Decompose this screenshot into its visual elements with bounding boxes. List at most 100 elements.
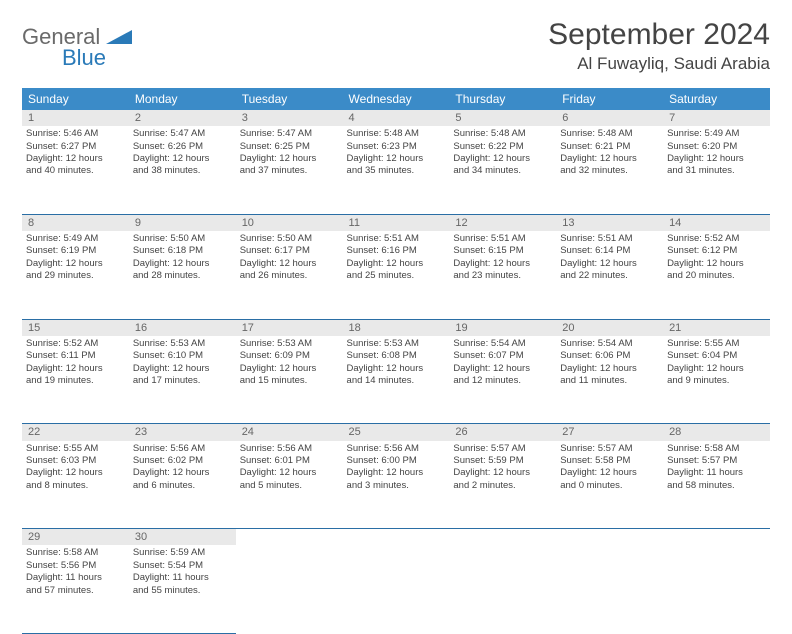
sunset-text: Sunset: 6:09 PM	[240, 350, 339, 362]
daylight-text: and 55 minutes.	[133, 585, 232, 597]
weekday-header: Monday	[129, 88, 236, 110]
sunset-text: Sunset: 6:23 PM	[347, 141, 446, 153]
daylight-text: Daylight: 12 hours	[347, 153, 446, 165]
sunrise-text: Sunrise: 5:48 AM	[560, 128, 659, 140]
day-number: 28	[663, 424, 770, 441]
day-cell	[343, 545, 450, 633]
daylight-text: Daylight: 11 hours	[26, 572, 125, 584]
daylight-text: and 15 minutes.	[240, 375, 339, 387]
day-number: 13	[556, 214, 663, 231]
weekday-header-row: SundayMondayTuesdayWednesdayThursdayFrid…	[22, 88, 770, 110]
day-cell: Sunrise: 5:51 AMSunset: 6:16 PMDaylight:…	[343, 231, 450, 319]
week-row: Sunrise: 5:49 AMSunset: 6:19 PMDaylight:…	[22, 231, 770, 319]
day-number	[556, 529, 663, 546]
daylight-text: and 35 minutes.	[347, 165, 446, 177]
day-cell: Sunrise: 5:46 AMSunset: 6:27 PMDaylight:…	[22, 126, 129, 214]
day-cell: Sunrise: 5:57 AMSunset: 5:59 PMDaylight:…	[449, 441, 556, 529]
day-number: 21	[663, 319, 770, 336]
sunrise-text: Sunrise: 5:48 AM	[347, 128, 446, 140]
day-number: 12	[449, 214, 556, 231]
daylight-text: and 0 minutes.	[560, 480, 659, 492]
day-number: 8	[22, 214, 129, 231]
sunset-text: Sunset: 5:54 PM	[133, 560, 232, 572]
daylight-text: Daylight: 12 hours	[560, 258, 659, 270]
daylight-text: Daylight: 12 hours	[347, 258, 446, 270]
sunset-text: Sunset: 5:57 PM	[667, 455, 766, 467]
sunrise-text: Sunrise: 5:53 AM	[240, 338, 339, 350]
day-number: 6	[556, 110, 663, 126]
sunset-text: Sunset: 6:21 PM	[560, 141, 659, 153]
sunset-text: Sunset: 6:10 PM	[133, 350, 232, 362]
daylight-text: Daylight: 12 hours	[26, 363, 125, 375]
day-number: 20	[556, 319, 663, 336]
day-cell: Sunrise: 5:48 AMSunset: 6:22 PMDaylight:…	[449, 126, 556, 214]
daylight-text: Daylight: 12 hours	[560, 153, 659, 165]
day-cell: Sunrise: 5:47 AMSunset: 6:25 PMDaylight:…	[236, 126, 343, 214]
sunrise-text: Sunrise: 5:53 AM	[347, 338, 446, 350]
day-number: 5	[449, 110, 556, 126]
month-title: September 2024	[548, 18, 770, 52]
week-row: Sunrise: 5:52 AMSunset: 6:11 PMDaylight:…	[22, 336, 770, 424]
sunrise-text: Sunrise: 5:55 AM	[667, 338, 766, 350]
day-number: 4	[343, 110, 450, 126]
day-number	[343, 529, 450, 546]
daylight-text: and 57 minutes.	[26, 585, 125, 597]
sunrise-text: Sunrise: 5:56 AM	[347, 443, 446, 455]
header: General Blue September 2024 Al Fuwayliq,…	[22, 18, 770, 74]
weekday-header: Sunday	[22, 88, 129, 110]
sunrise-text: Sunrise: 5:50 AM	[240, 233, 339, 245]
weekday-header: Tuesday	[236, 88, 343, 110]
day-cell: Sunrise: 5:55 AMSunset: 6:03 PMDaylight:…	[22, 441, 129, 529]
day-number: 18	[343, 319, 450, 336]
sunset-text: Sunset: 5:59 PM	[453, 455, 552, 467]
sunset-text: Sunset: 6:18 PM	[133, 245, 232, 257]
sunset-text: Sunset: 6:04 PM	[667, 350, 766, 362]
day-number: 14	[663, 214, 770, 231]
day-cell: Sunrise: 5:53 AMSunset: 6:09 PMDaylight:…	[236, 336, 343, 424]
logo: General Blue	[22, 18, 132, 69]
title-block: September 2024 Al Fuwayliq, Saudi Arabia	[548, 18, 770, 74]
daylight-text: Daylight: 12 hours	[133, 153, 232, 165]
day-cell: Sunrise: 5:54 AMSunset: 6:06 PMDaylight:…	[556, 336, 663, 424]
day-cell: Sunrise: 5:50 AMSunset: 6:18 PMDaylight:…	[129, 231, 236, 319]
sunrise-text: Sunrise: 5:59 AM	[133, 547, 232, 559]
daylight-text: Daylight: 12 hours	[133, 467, 232, 479]
daylight-text: Daylight: 12 hours	[347, 467, 446, 479]
day-cell	[236, 545, 343, 633]
day-number: 2	[129, 110, 236, 126]
daylight-text: Daylight: 12 hours	[240, 258, 339, 270]
day-cell: Sunrise: 5:59 AMSunset: 5:54 PMDaylight:…	[129, 545, 236, 633]
daylight-text: and 23 minutes.	[453, 270, 552, 282]
daylight-text: Daylight: 12 hours	[26, 258, 125, 270]
sunrise-text: Sunrise: 5:49 AM	[26, 233, 125, 245]
daylight-text: Daylight: 12 hours	[453, 363, 552, 375]
daylight-text: and 29 minutes.	[26, 270, 125, 282]
daylight-text: and 17 minutes.	[133, 375, 232, 387]
sunset-text: Sunset: 5:56 PM	[26, 560, 125, 572]
day-number-row: 2930	[22, 529, 770, 546]
day-number: 26	[449, 424, 556, 441]
daylight-text: Daylight: 12 hours	[667, 258, 766, 270]
day-cell: Sunrise: 5:48 AMSunset: 6:21 PMDaylight:…	[556, 126, 663, 214]
daylight-text: Daylight: 12 hours	[453, 153, 552, 165]
daylight-text: and 58 minutes.	[667, 480, 766, 492]
day-cell: Sunrise: 5:51 AMSunset: 6:15 PMDaylight:…	[449, 231, 556, 319]
daylight-text: Daylight: 12 hours	[240, 153, 339, 165]
sunset-text: Sunset: 6:27 PM	[26, 141, 125, 153]
sunrise-text: Sunrise: 5:48 AM	[453, 128, 552, 140]
daylight-text: and 6 minutes.	[133, 480, 232, 492]
sunset-text: Sunset: 6:08 PM	[347, 350, 446, 362]
day-number: 25	[343, 424, 450, 441]
day-cell: Sunrise: 5:53 AMSunset: 6:08 PMDaylight:…	[343, 336, 450, 424]
sunset-text: Sunset: 6:22 PM	[453, 141, 552, 153]
daylight-text: Daylight: 12 hours	[453, 467, 552, 479]
day-cell: Sunrise: 5:52 AMSunset: 6:12 PMDaylight:…	[663, 231, 770, 319]
daylight-text: and 25 minutes.	[347, 270, 446, 282]
location: Al Fuwayliq, Saudi Arabia	[548, 54, 770, 74]
daylight-text: Daylight: 12 hours	[667, 363, 766, 375]
day-number: 9	[129, 214, 236, 231]
daylight-text: and 2 minutes.	[453, 480, 552, 492]
day-cell: Sunrise: 5:49 AMSunset: 6:20 PMDaylight:…	[663, 126, 770, 214]
day-cell: Sunrise: 5:56 AMSunset: 6:01 PMDaylight:…	[236, 441, 343, 529]
daylight-text: and 22 minutes.	[560, 270, 659, 282]
